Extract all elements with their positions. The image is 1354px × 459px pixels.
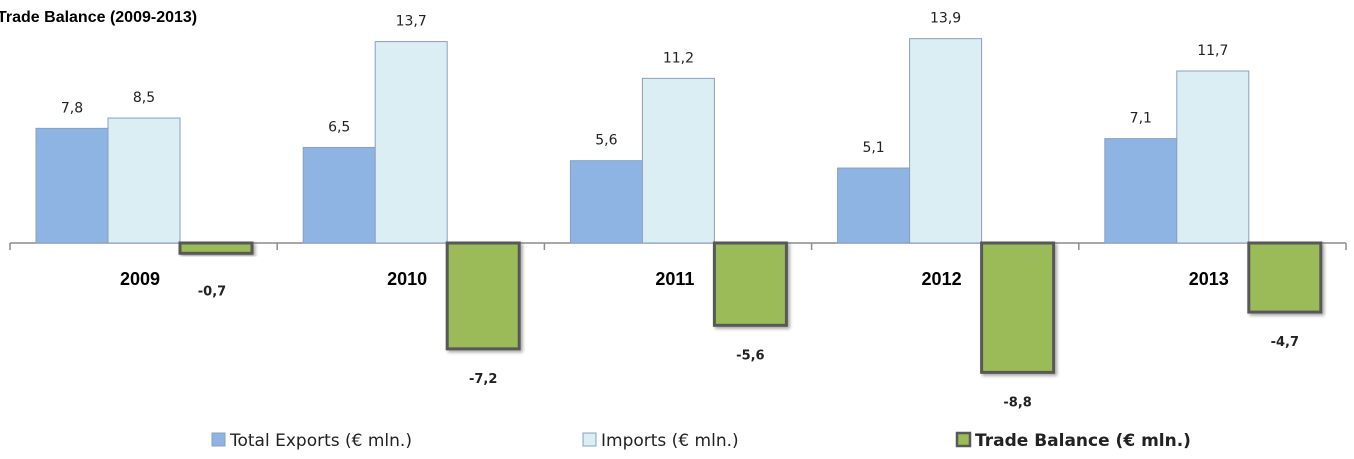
legend: Total Exports (€ mln.) Imports (€ mln.) Tr…	[211, 431, 1191, 451]
legend-label: Imports (€ mln.)	[601, 431, 739, 451]
exports-bar	[1104, 138, 1178, 244]
legend-swatch	[582, 432, 597, 447]
legend-swatch	[211, 432, 226, 447]
legend-label: Trade Balance (€ mln.)	[975, 431, 1191, 451]
exports-bar	[569, 160, 643, 244]
imports-bar	[909, 38, 983, 244]
category-label: 2012	[922, 269, 962, 289]
exports-label: 7,8	[61, 100, 83, 116]
plot-area: 7,8 8,5 -0,7 2009 6,5 13,7 -7,2 2010 5,6 11,2 -5,6…	[9, 11, 1347, 410]
imports-label: 11,7	[1197, 43, 1228, 59]
trade-balance-label: -7,2	[469, 372, 497, 387]
trade-balance-label: -4,7	[1271, 335, 1299, 350]
exports-label: 5,1	[862, 140, 884, 156]
trade-balance-label: -0,7	[198, 284, 226, 299]
trade-balance-bar	[712, 241, 788, 327]
imports-bar	[1176, 70, 1250, 244]
exports-bar	[302, 146, 376, 244]
imports-label: 13,9	[930, 11, 961, 27]
legend-label: Total Exports (€ mln.)	[229, 431, 412, 451]
imports-label: 8,5	[133, 90, 155, 106]
chart-title: Trade Balance (2009-2013)	[0, 9, 197, 26]
category-label: 2009	[120, 269, 160, 289]
trade-balance-bar	[445, 241, 521, 351]
trade-balance-bar	[1247, 241, 1323, 314]
trade-balance-bar	[980, 241, 1056, 374]
trade-balance-label: -8,8	[1003, 395, 1031, 410]
exports-label: 7,1	[1130, 111, 1152, 127]
legend-item-exports: Total Exports (€ mln.)	[211, 431, 412, 451]
category-label: 2010	[387, 269, 427, 289]
imports-bar	[107, 117, 181, 244]
trade-balance-label: -5,6	[736, 348, 764, 363]
imports-bar	[374, 41, 448, 244]
legend-swatch	[955, 431, 972, 448]
legend-item-trade-balance: Trade Balance (€ mln.)	[955, 431, 1191, 451]
exports-label: 5,6	[595, 133, 617, 149]
category-label: 2011	[655, 269, 694, 289]
imports-bar	[641, 77, 715, 244]
exports-label: 6,5	[328, 119, 350, 135]
trade-balance-bar	[178, 241, 254, 255]
exports-bar	[837, 167, 911, 244]
exports-bar	[35, 127, 109, 244]
imports-label: 11,2	[663, 50, 694, 66]
legend-item-imports: Imports (€ mln.)	[582, 431, 739, 451]
imports-label: 13,7	[396, 14, 427, 30]
category-label: 2013	[1189, 269, 1229, 289]
